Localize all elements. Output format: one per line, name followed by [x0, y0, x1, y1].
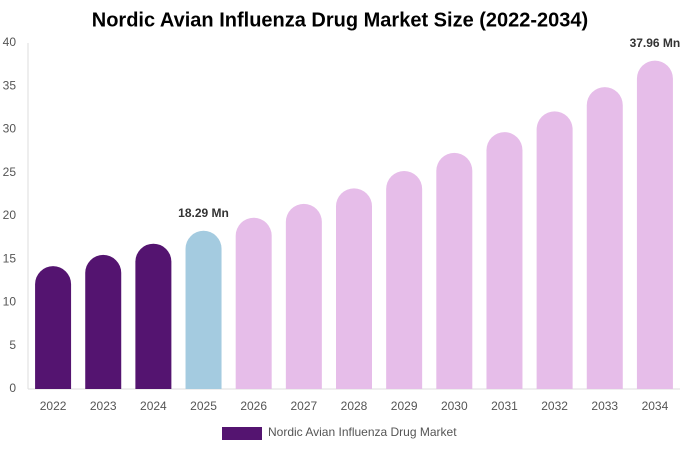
bar [85, 254, 122, 389]
bar [586, 87, 623, 390]
x-tick-label: 2033 [591, 399, 618, 413]
y-tick-label: 25 [3, 165, 17, 179]
x-tick-label: 2022 [40, 399, 67, 413]
x-tick-label: 2031 [491, 399, 518, 413]
bar [135, 243, 172, 389]
x-tick-label: 2027 [290, 399, 317, 413]
bar [536, 111, 573, 389]
bar [285, 203, 322, 389]
bar [436, 152, 473, 389]
x-tick-label: 2028 [341, 399, 368, 413]
y-tick-label: 40 [3, 35, 17, 49]
bar [336, 188, 372, 389]
x-tick-label: 2029 [391, 399, 418, 413]
y-tick-label: 5 [9, 338, 16, 352]
y-tick-label: 30 [3, 122, 17, 136]
x-tick-label: 2030 [441, 399, 468, 413]
bar [636, 60, 673, 390]
data-label: 18.29 Mn [178, 206, 229, 220]
bar [235, 217, 272, 389]
y-tick-label: 0 [9, 381, 16, 395]
x-tick-label: 2025 [190, 399, 217, 413]
x-tick-label: 2032 [541, 399, 568, 413]
y-tick-label: 35 [3, 78, 17, 92]
bar [185, 230, 222, 389]
chart-title: Nordic Avian Influenza Drug Market Size … [92, 9, 588, 31]
legend-swatch [222, 427, 262, 440]
x-tick-label: 2023 [90, 399, 117, 413]
x-tick-label: 2024 [140, 399, 167, 413]
legend-label: Nordic Avian Influenza Drug Market [268, 425, 457, 439]
bar [486, 132, 523, 389]
bar [35, 266, 72, 389]
data-label: 37.96 Mn [630, 36, 680, 50]
y-tick-label: 10 [3, 295, 17, 309]
y-tick-label: 15 [3, 251, 17, 265]
x-tick-label: 2026 [240, 399, 267, 413]
y-tick-label: 20 [3, 208, 17, 222]
x-tick-label: 2034 [642, 399, 669, 413]
bar [386, 171, 423, 389]
